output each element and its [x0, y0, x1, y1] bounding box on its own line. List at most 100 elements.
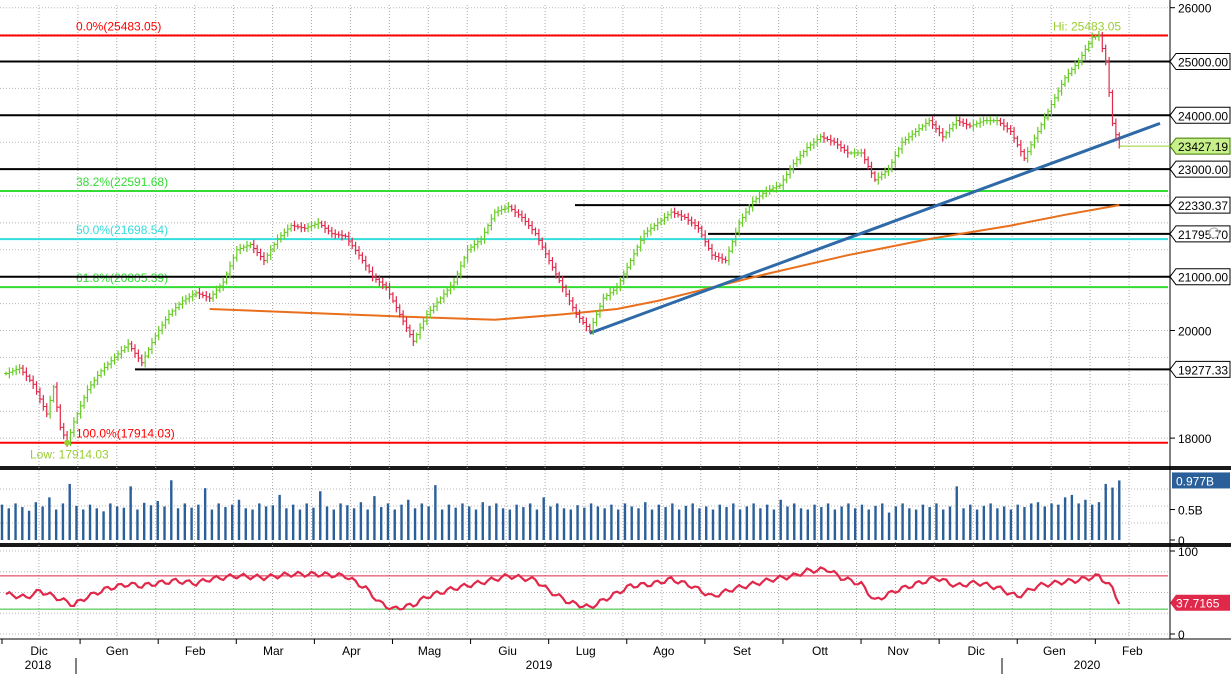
- price-bar: [20, 364, 25, 376]
- volume-bar: [1104, 483, 1107, 540]
- price-bar: [224, 271, 229, 285]
- volume-bar: [386, 503, 390, 540]
- volume-bar: [589, 503, 593, 540]
- price-bar: [720, 253, 725, 264]
- rsi-last-tag-box: [1170, 594, 1230, 611]
- price-bar: [570, 297, 575, 312]
- volume-bar: [21, 507, 24, 540]
- price-bar: [272, 242, 277, 253]
- price-bar: [567, 289, 572, 306]
- volume-bar: [122, 507, 126, 540]
- volume-bar: [1002, 506, 1006, 540]
- volume-bar: [481, 502, 484, 540]
- price-bar: [750, 196, 755, 212]
- month-label: Giu: [498, 644, 517, 658]
- price-bar: [180, 296, 185, 309]
- price-bar: [163, 316, 168, 329]
- volume-bar: [488, 505, 491, 540]
- year-label: 2020: [1074, 658, 1101, 672]
- price-bar: [604, 293, 609, 301]
- volume-bar: [725, 507, 728, 540]
- level-price-tag-label: 21000.00: [1178, 271, 1228, 285]
- price-bar: [275, 234, 280, 250]
- high-label: Hi: 25483.05: [1053, 20, 1121, 34]
- price-bar: [323, 220, 328, 233]
- price-bar: [170, 308, 175, 317]
- price-bar: [58, 404, 63, 431]
- volume-bar: [887, 512, 891, 540]
- price-bar: [211, 290, 216, 302]
- volume-bar: [860, 504, 864, 540]
- volume-bar: [1036, 502, 1040, 540]
- volume-bar: [366, 509, 369, 540]
- volume-bar: [793, 503, 796, 540]
- price-bar: [788, 165, 793, 179]
- price-bar: [1083, 44, 1088, 60]
- price-bar: [903, 136, 908, 146]
- volume-bar: [765, 504, 769, 540]
- price-bar: [431, 303, 436, 314]
- volume-bar: [359, 502, 363, 540]
- price-bar: [526, 218, 531, 230]
- price-bar: [533, 227, 538, 236]
- price-bar: [754, 196, 759, 204]
- volume-bar: [75, 505, 78, 540]
- price-bar: [1018, 140, 1023, 157]
- price-bar: [1062, 75, 1067, 87]
- volume-bar: [732, 503, 735, 540]
- price-bar: [1015, 135, 1020, 148]
- rsi-panel: [0, 566, 1168, 611]
- volume-bar: [291, 504, 295, 540]
- level-price-tag-box: [1169, 106, 1231, 124]
- volume-bar: [1084, 499, 1087, 540]
- volume-bar: [1016, 504, 1019, 540]
- volume-bar: [95, 508, 98, 540]
- level-price-tag: 21000.00: [1169, 268, 1231, 286]
- month-label: Gen: [1043, 644, 1066, 658]
- volume-bar: [528, 503, 532, 540]
- price-bar: [784, 171, 789, 184]
- price-bar: [238, 243, 243, 255]
- chart-grid: [0, 0, 1231, 640]
- month-label: Apr: [342, 644, 361, 658]
- price-bar: [676, 210, 681, 218]
- price-bar: [944, 130, 949, 140]
- volume-bar: [901, 503, 904, 540]
- level-price-tag-box: [1169, 160, 1231, 178]
- volume-bar: [779, 499, 782, 540]
- price-bar: [407, 324, 412, 338]
- low-marker: [64, 439, 71, 446]
- price-bar: [126, 339, 131, 353]
- price-bar: [726, 246, 731, 266]
- volume-bar: [1118, 480, 1121, 540]
- volume-bar: [874, 505, 877, 540]
- volume-bar: [251, 509, 254, 540]
- volume-bar: [515, 504, 518, 540]
- volume-bar: [393, 509, 396, 540]
- price-bar: [312, 221, 317, 229]
- price-panel: 0.0%(25483.05) 38.2%(22591.68) 50.0%(21698…: [0, 20, 1172, 462]
- price-bar: [149, 337, 154, 355]
- volume-bar: [142, 502, 146, 540]
- price-bar: [635, 244, 640, 257]
- level-price-tag: 23000.00: [1169, 160, 1231, 178]
- volume-bar: [522, 507, 525, 540]
- volume-bar: [1111, 487, 1114, 540]
- price-bar: [1032, 134, 1037, 149]
- volume-bar: [840, 506, 843, 540]
- price-bar: [954, 116, 959, 130]
- price-bar: [716, 252, 721, 262]
- rsi-axis-label: 0: [1178, 628, 1185, 642]
- price-bar: [143, 351, 148, 368]
- price-bar: [1110, 89, 1115, 127]
- price-bar: [679, 209, 684, 222]
- volume-bar: [962, 508, 965, 540]
- price-bar: [825, 136, 830, 142]
- price-bar: [146, 346, 151, 359]
- price-bar: [967, 122, 972, 129]
- price-bar: [1073, 60, 1078, 75]
- month-label: Lug: [576, 644, 596, 658]
- price-bar: [509, 204, 514, 212]
- volume-axis-label: 0.5B: [1178, 504, 1203, 518]
- price-bar: [234, 246, 239, 262]
